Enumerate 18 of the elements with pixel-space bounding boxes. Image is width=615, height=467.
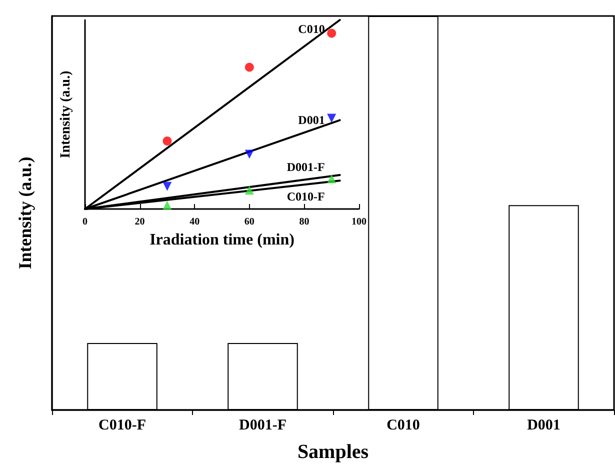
y-axis-title: Intensity (a.u.) (15, 156, 35, 270)
x-axis-title: Iradiation time (min) (150, 232, 294, 248)
x-tick-label: D001-F (239, 418, 286, 434)
series-label: C010 (298, 22, 325, 36)
x-tick-label: D001 (527, 418, 560, 434)
x-tick-label: 60 (244, 216, 254, 228)
y-axis-title: Intensity (a.u.) (58, 70, 74, 158)
series-label: D001 (298, 113, 325, 128)
series-label: D001-F (286, 160, 325, 174)
x-axis-title: Samples (297, 441, 369, 463)
series-label: C010-F (286, 190, 325, 204)
x-tick-label: 0 (82, 216, 88, 228)
x-tick-label: 40 (190, 216, 200, 228)
x-tick-label: 20 (134, 216, 145, 228)
x-tick-label: 80 (299, 216, 310, 228)
x-tick-label: C010-F (98, 418, 146, 434)
x-tick-label: 100 (352, 216, 366, 228)
x-tick-label: C010 (386, 418, 420, 434)
